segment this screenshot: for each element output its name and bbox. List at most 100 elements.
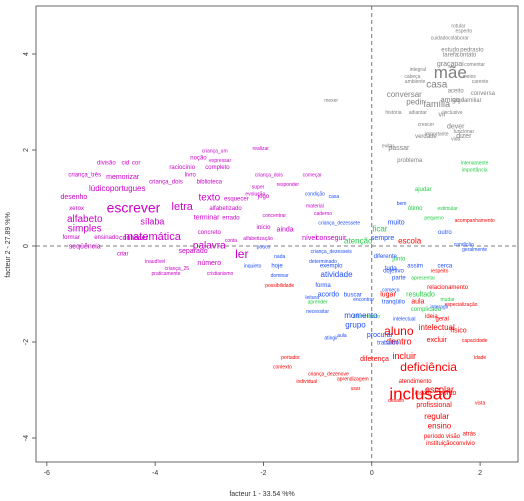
word-point: concreto: [198, 230, 222, 236]
word-point: alfabetizado: [209, 206, 242, 212]
word-point: xerox: [69, 206, 84, 212]
word-point: alfabeto: [67, 214, 103, 225]
word-point: resultado: [406, 291, 435, 298]
word-point: comentar: [464, 62, 485, 68]
word-point: escrever: [107, 199, 161, 215]
word-point: amigo: [441, 97, 460, 104]
word-point: inquieto: [244, 264, 262, 270]
word-point: colaborar: [448, 36, 469, 42]
word-point: funcionar: [454, 129, 475, 135]
word-point: material: [306, 204, 324, 210]
word-point: pequeno: [424, 216, 444, 222]
word-point: passar: [388, 145, 410, 152]
x-tick-label: 0: [370, 470, 374, 477]
word-point: cristianismo: [207, 271, 234, 277]
word-point: criar: [117, 252, 129, 258]
word-point: super: [252, 184, 265, 190]
word-point: relacionamento: [427, 285, 469, 291]
word-point: jogo: [257, 194, 270, 200]
word-point: integral: [410, 67, 426, 73]
word-point: ótimo: [408, 206, 423, 212]
word-point: convívio: [453, 441, 476, 447]
word-point: conhecer: [119, 235, 148, 242]
word-point: intenamente: [461, 160, 489, 166]
word-point: capacidade: [462, 338, 488, 344]
word-point: evolução: [245, 192, 265, 198]
word-point: determinado: [309, 259, 337, 265]
word-point: assim: [407, 264, 423, 270]
word-point: bem: [397, 201, 407, 207]
word-point: possibilidade: [265, 283, 294, 289]
word-point: crescer: [418, 122, 435, 128]
word-point: texto: [198, 192, 220, 203]
word-point: criança_dezesseis: [311, 249, 353, 255]
word-point: importante: [425, 132, 449, 138]
word-point: diferenciado: [353, 314, 380, 320]
word-point: ficar: [372, 225, 387, 234]
word-point: muito: [388, 219, 405, 226]
word-point: evitar: [382, 144, 395, 150]
word-point: atingir: [324, 336, 338, 342]
word-point: pouco: [257, 244, 271, 250]
word-point: dentro: [386, 336, 412, 346]
word-point: acompanhamento: [455, 218, 495, 224]
word-point: escolar: [425, 384, 454, 394]
word-point: dominar: [271, 273, 289, 279]
word-point: estimular: [437, 206, 458, 212]
y-tick-label: -4: [23, 435, 30, 441]
y-tick-label: -2: [23, 339, 30, 345]
word-point: interagir: [430, 304, 448, 310]
word-point: outro: [438, 230, 452, 236]
word-point: aprender: [308, 300, 328, 306]
word-point: meios: [463, 74, 477, 80]
word-point: objetivo: [383, 268, 404, 274]
word-point: ajudar: [415, 187, 432, 193]
word-point: lúdicoportugues: [89, 184, 145, 193]
word-point: necessitar: [306, 309, 329, 315]
word-point: graçapai: [437, 61, 464, 68]
word-point: errado: [222, 216, 240, 222]
word-point: período: [424, 434, 445, 440]
word-point: aula: [337, 333, 347, 339]
word-point: ponto: [439, 390, 457, 397]
plot-frame: [35, 5, 519, 463]
word-point: história: [385, 110, 401, 116]
word-point: intelectual: [419, 323, 455, 332]
word-point: físico: [450, 327, 466, 334]
word-point: atrás: [463, 432, 476, 438]
word-point: condição: [454, 242, 474, 248]
word-point: começar: [303, 172, 323, 178]
word-point: vir: [438, 111, 446, 118]
word-point: expressar: [209, 158, 231, 164]
word-point: regular: [424, 412, 449, 421]
word-point: criança_um: [202, 148, 228, 154]
word-point: adiantar: [409, 110, 427, 116]
word-point: hoje: [271, 264, 283, 270]
word-point: cuidado: [431, 36, 449, 42]
word-point: inclusão: [389, 385, 451, 404]
word-point: nível: [302, 235, 317, 242]
word-point: sílaba: [140, 216, 164, 226]
word-point: geral: [436, 316, 449, 322]
word-point: intelectual: [393, 316, 416, 322]
x-tick-label: -6: [44, 470, 50, 477]
word-point: excluir: [427, 337, 448, 344]
word-point: início: [256, 225, 271, 231]
word-point: aula: [411, 299, 424, 306]
word-point: começo: [382, 288, 400, 294]
word-point: cid: [122, 160, 130, 166]
word-point: praticamente: [152, 271, 181, 277]
word-point: memorizar: [106, 174, 140, 181]
word-point: problema: [397, 158, 423, 164]
word-point: criança_dois: [255, 172, 284, 178]
word-point: ainda: [277, 227, 294, 234]
word-point: momento: [344, 311, 378, 320]
word-point: conversa: [471, 91, 496, 97]
word-point: mãe: [434, 63, 467, 82]
word-point: rotular: [451, 24, 466, 30]
word-point: dizer: [456, 133, 472, 140]
word-point: divisão: [97, 160, 116, 166]
word-point: estudo: [441, 48, 460, 54]
word-point: biblioteca: [197, 180, 223, 186]
